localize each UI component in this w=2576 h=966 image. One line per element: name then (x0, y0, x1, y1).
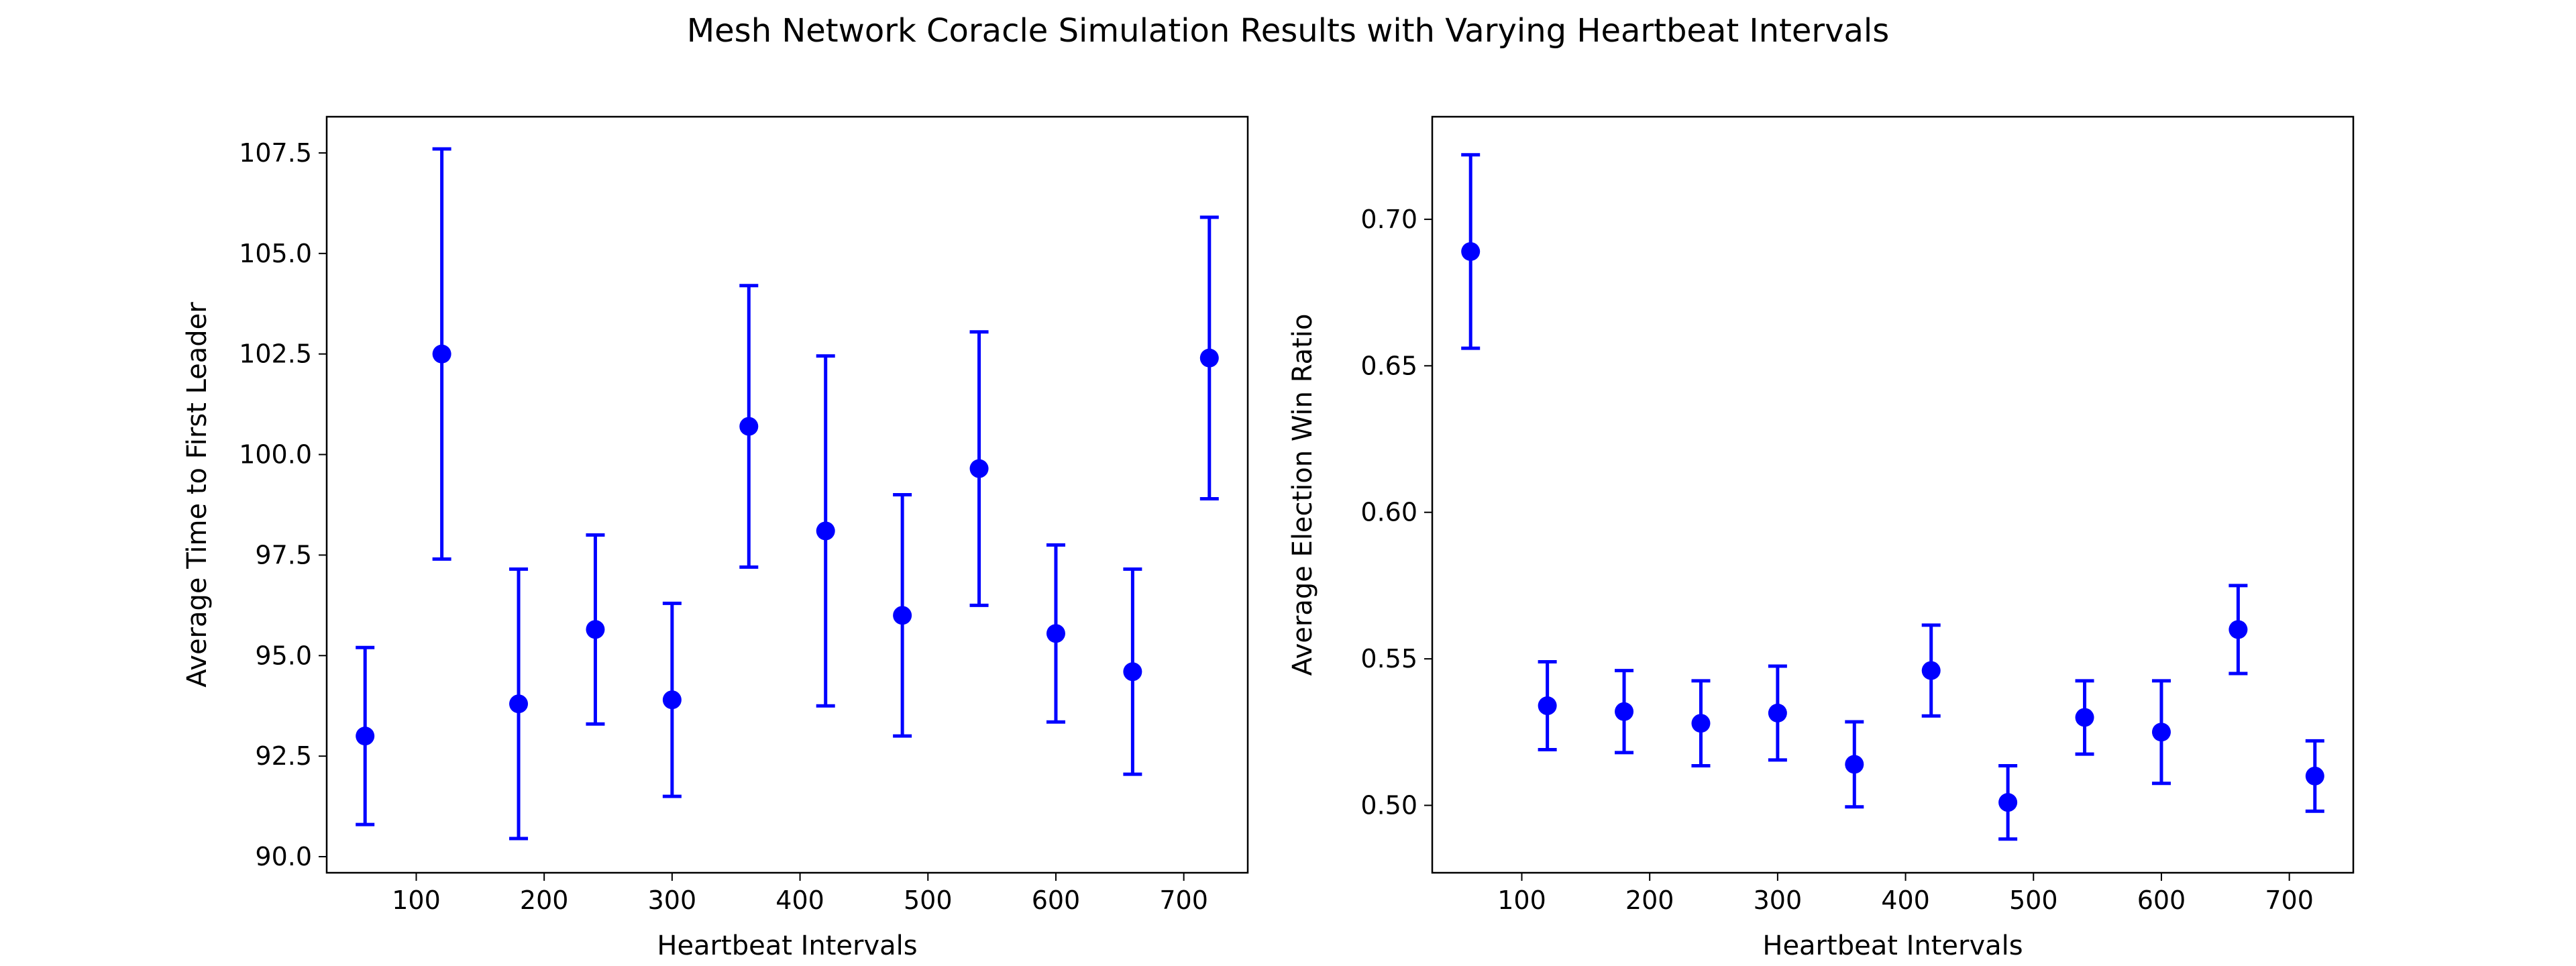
y-tick-label: 107.5 (239, 138, 312, 168)
x-axis-label: Heartbeat Intervals (1762, 930, 2023, 961)
x-tick-label: 500 (904, 885, 953, 915)
data-point-540 (2075, 679, 2094, 756)
data-point-120 (1538, 659, 1557, 752)
y-tick-label: 105.0 (239, 239, 312, 268)
data-point-720 (2305, 739, 2324, 813)
data-point-240 (586, 533, 605, 726)
data-marker (1768, 703, 1787, 722)
data-marker (1691, 714, 1711, 733)
y-tick-label: 0.65 (1360, 351, 1417, 380)
data-marker (1615, 702, 1634, 721)
data-marker (1123, 662, 1142, 682)
x-tick-label: 100 (1497, 885, 1546, 915)
data-point-360 (739, 284, 759, 569)
x-tick-label: 400 (1881, 885, 1930, 915)
y-tick-label: 97.5 (255, 540, 312, 570)
y-tick-label: 90.0 (255, 842, 312, 871)
y-tick-label: 102.5 (239, 339, 312, 369)
data-point-60 (1461, 153, 1481, 350)
data-point-360 (1845, 720, 1864, 809)
data-marker (356, 727, 375, 746)
data-marker (432, 344, 451, 364)
y-axis-label: Average Time to First Leader (182, 302, 213, 688)
y-tick-label: 0.70 (1360, 205, 1417, 234)
x-tick-label: 300 (1754, 885, 1803, 915)
y-tick-label: 0.55 (1360, 644, 1417, 674)
x-tick-label: 600 (1032, 885, 1081, 915)
data-point-540 (969, 330, 989, 607)
x-tick-label: 300 (648, 885, 697, 915)
data-marker (662, 690, 682, 710)
data-point-240 (1691, 679, 1711, 768)
data-marker (969, 459, 989, 478)
data-point-420 (1921, 623, 1941, 718)
x-tick-label: 400 (775, 885, 824, 915)
data-point-720 (1199, 215, 1219, 500)
data-marker (2305, 766, 2324, 786)
data-point-600 (1046, 543, 1065, 724)
data-point-300 (1768, 664, 1787, 762)
data-marker (1998, 793, 2018, 812)
x-axis-label: Heartbeat Intervals (657, 930, 917, 961)
x-tick-label: 500 (2009, 885, 2058, 915)
data-marker (1538, 696, 1557, 716)
data-marker (739, 417, 759, 436)
data-marker (1199, 348, 1219, 368)
subplot-1: 100 200 300 400 500 600 700 90.0 92.5 95.0 97.5 100… (182, 115, 1249, 961)
x-tick-label: 200 (520, 885, 569, 915)
data-point-420 (816, 354, 835, 708)
data-point-480 (893, 493, 912, 738)
plot-frame (325, 115, 1249, 874)
data-point-300 (662, 601, 682, 798)
y-axis-label: Average Election Win Ratio (1287, 314, 1318, 676)
data-marker (893, 606, 912, 625)
y-tick-label: 95.0 (255, 641, 312, 670)
plots-group: 100 200 300 400 500 600 700 90.0 92.5 95.0 97.5 100… (182, 115, 2355, 961)
x-tick-label: 200 (1625, 885, 1674, 915)
x-tick-label: 700 (2265, 885, 2314, 915)
data-point-660 (2229, 584, 2248, 676)
data-point-60 (356, 645, 375, 826)
data-marker (2075, 708, 2094, 727)
plot-frame (1431, 115, 2355, 874)
data-point-180 (509, 567, 529, 841)
data-marker (1461, 241, 1481, 261)
y-tick-label: 0.60 (1360, 498, 1417, 527)
data-point-600 (2151, 679, 2171, 786)
data-marker (509, 694, 529, 714)
y-tick-label: 92.5 (255, 741, 312, 771)
x-tick-label: 100 (392, 885, 441, 915)
data-marker (2229, 620, 2248, 639)
data-point-180 (1615, 669, 1634, 755)
y-tick-label: 0.50 (1360, 791, 1417, 820)
data-marker (2151, 722, 2171, 742)
figure-title: Mesh Network Coracle Simulation Results … (687, 12, 1890, 50)
data-marker (816, 521, 835, 541)
data-point-660 (1123, 567, 1142, 776)
data-marker (1845, 755, 1864, 774)
x-tick-label: 700 (1159, 885, 1208, 915)
data-marker (1921, 661, 1941, 680)
data-point-120 (432, 147, 451, 561)
data-marker (1046, 624, 1065, 643)
x-tick-label: 600 (2137, 885, 2186, 915)
y-tick-label: 100.0 (239, 440, 312, 470)
subplot-2: 100 200 300 400 500 600 700 0.50 0.55 0.60 0.65 0.7… (1287, 115, 2355, 961)
data-marker (586, 620, 605, 639)
data-point-480 (1998, 764, 2018, 841)
